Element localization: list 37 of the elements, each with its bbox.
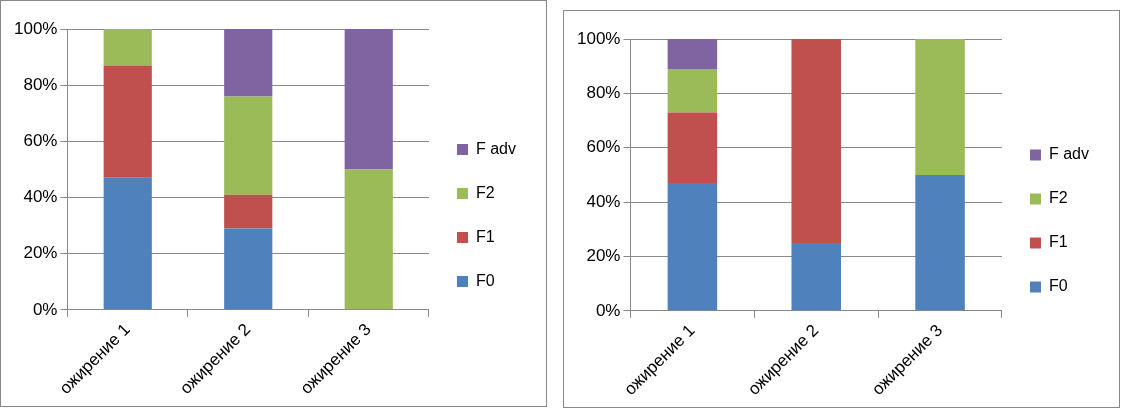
y-tick-label: 80% (23, 74, 58, 94)
bar (667, 183, 718, 311)
bar (344, 29, 393, 170)
legend-label: F2 (475, 183, 495, 201)
legend-label: F0 (1048, 277, 1068, 295)
y-tick-label: 20% (23, 243, 58, 263)
y-tick-label: 40% (586, 191, 621, 211)
bar (667, 39, 718, 69)
bar (344, 169, 393, 310)
bar (224, 194, 273, 229)
y-tick-label: 100% (577, 28, 621, 48)
bar (224, 29, 273, 97)
bar (667, 112, 718, 184)
y-tick-label: 0% (32, 299, 58, 319)
bar (224, 96, 273, 195)
bar (224, 228, 273, 310)
bar (915, 174, 965, 311)
y-tick-label: 80% (586, 83, 621, 103)
y-tick-label: 40% (23, 187, 58, 207)
legend-label: F2 (1048, 189, 1068, 207)
bar (791, 242, 841, 311)
bar (667, 68, 718, 113)
legend-label: F0 (475, 271, 495, 289)
bar (103, 29, 152, 66)
y-tick-label: 20% (586, 246, 621, 266)
y-tick-label: 60% (23, 131, 58, 151)
legend-label: F1 (1048, 233, 1068, 251)
bar (791, 39, 841, 243)
legend-label: F adv (1048, 145, 1089, 163)
bar (103, 177, 152, 310)
y-tick-label: 60% (586, 137, 621, 157)
y-tick-label: 0% (595, 300, 621, 320)
legend-label: F1 (475, 227, 495, 245)
bar (103, 65, 152, 178)
y-tick-label: 100% (14, 18, 58, 38)
bar (915, 39, 965, 175)
legend-label: F adv (475, 139, 516, 157)
